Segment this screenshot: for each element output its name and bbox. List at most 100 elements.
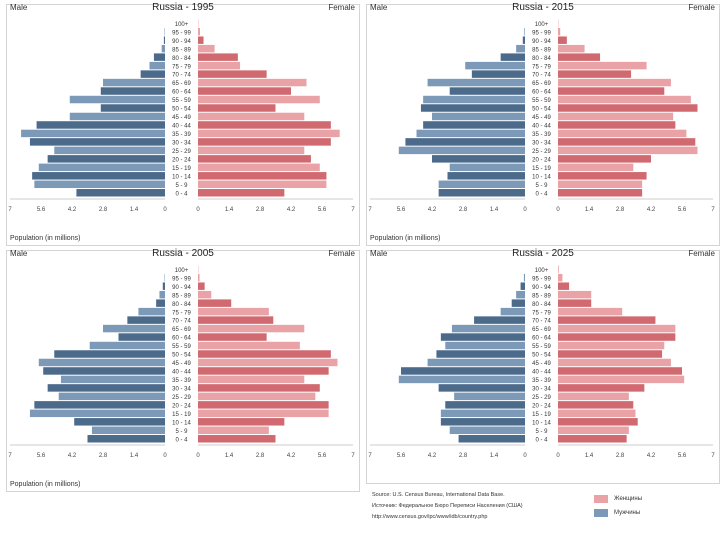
female-bar [558, 418, 638, 426]
age-group-label: 30 - 34 [532, 387, 551, 393]
male-bar [432, 112, 525, 121]
age-group-label: 70 - 74 [532, 73, 551, 79]
age-group-label: 30 - 34 [172, 141, 191, 147]
female-bar [198, 409, 329, 418]
female-bar [558, 367, 682, 375]
female-bar [558, 324, 676, 333]
x-tick-label: 7 [351, 453, 355, 459]
male-bar [398, 375, 525, 384]
female-bar [198, 324, 305, 333]
x-tick-label: 7 [711, 207, 715, 213]
male-bar [445, 401, 525, 409]
age-group-label: 15 - 19 [172, 412, 191, 418]
male-bar [58, 392, 165, 401]
female-bar [198, 299, 232, 307]
male-bar [34, 401, 165, 409]
pyramid-panel-2015: Russia - 2015 Male Female 100+ 95 - 99 90 … [366, 2, 720, 246]
source-line-ru: Источник: Федеральное Бюро Переписи Насе… [372, 503, 523, 509]
female-bar [198, 36, 204, 44]
age-group-label: 35 - 39 [532, 132, 551, 138]
age-group-label: 80 - 84 [172, 56, 191, 62]
legend-item-female: Женщины [594, 492, 642, 506]
age-group-label: 85 - 89 [172, 293, 191, 299]
x-tick-label: 0 [523, 453, 527, 459]
age-group-label: 20 - 24 [172, 157, 191, 163]
male-bar [416, 129, 525, 138]
female-bar [198, 392, 316, 401]
female-bar [198, 138, 331, 146]
male-bar [427, 358, 525, 367]
male-bar [118, 333, 165, 341]
age-group-label: 90 - 94 [532, 39, 551, 45]
pyramid-panel-1995: Russia - 1995 Male Female 100+ 95 - 99 90 … [6, 2, 360, 246]
female-bar [558, 44, 585, 53]
age-group-label: 0 - 4 [535, 437, 548, 443]
male-bar [127, 316, 165, 324]
male-bar [162, 282, 165, 290]
female-bar [558, 172, 647, 180]
age-group-label: 25 - 29 [172, 149, 191, 155]
male-label: Male [370, 249, 388, 258]
chart-title: Russia - 2005 [152, 248, 214, 259]
female-bar [558, 146, 698, 155]
female-bar [558, 299, 592, 307]
x-tick-label: 1.4 [225, 453, 234, 459]
chart-title: Russia - 2015 [512, 2, 574, 13]
male-bar [474, 316, 525, 324]
pyramid-svg: 100+ 95 - 99 90 - 94 85 - 89 80 - 84 75 - 79 7… [368, 265, 715, 459]
x-tick-label: 2.8 [459, 207, 468, 213]
male-bar [29, 138, 165, 146]
male-bar [32, 172, 166, 180]
male-bar [103, 78, 165, 87]
female-bar [558, 435, 627, 443]
female-bar [198, 44, 215, 53]
x-tick-label: 0 [196, 207, 200, 213]
male-bar [511, 299, 525, 307]
x-tick-label: 4.2 [647, 453, 656, 459]
male-bar [29, 409, 165, 418]
female-bar [198, 273, 200, 282]
x-tick-label: 2.8 [256, 207, 265, 213]
male-bar [156, 299, 165, 307]
male-bar [74, 418, 165, 426]
x-tick-label: 2.8 [99, 453, 108, 459]
age-group-label: 50 - 54 [172, 107, 191, 113]
x-tick-label: 2.8 [99, 207, 108, 213]
female-bar [558, 401, 634, 409]
male-bar [440, 418, 525, 426]
legend-item-male: Мужчины [594, 506, 642, 520]
female-bar [198, 61, 241, 70]
male-bar [38, 358, 165, 367]
male-bar [54, 146, 165, 155]
female-bar [558, 53, 601, 61]
age-group-label: 10 - 14 [172, 420, 191, 426]
age-group-label: 60 - 64 [532, 90, 551, 96]
age-group-label: 100+ [535, 268, 549, 274]
female-bar [558, 333, 676, 341]
age-group-label: 15 - 19 [172, 166, 191, 172]
age-group-label: 5 - 9 [175, 429, 188, 435]
age-group-label: 40 - 44 [532, 124, 551, 130]
female-bar [558, 290, 592, 299]
x-tick-label: 5.6 [318, 453, 327, 459]
male-bar [54, 350, 165, 358]
male-bar [516, 44, 525, 53]
footer: Source: U.S. Census Bureau, Internationa… [372, 490, 712, 538]
age-group-label: 80 - 84 [532, 56, 551, 62]
age-group-label: 60 - 64 [532, 336, 551, 342]
age-group-label: 95 - 99 [532, 30, 551, 36]
age-group-label: 85 - 89 [172, 47, 191, 53]
age-group-label: 75 - 79 [532, 310, 551, 316]
age-group-label: 55 - 59 [172, 344, 191, 350]
female-bar [558, 341, 665, 350]
pyramid-panel-2025: Russia - 2025 Male Female 100+ 95 - 99 90 … [366, 248, 720, 484]
female-bar [198, 95, 320, 104]
age-group-label: 85 - 89 [532, 293, 551, 299]
x-tick-label: 2.8 [616, 453, 625, 459]
male-bar [522, 36, 525, 44]
female-bar [198, 350, 331, 358]
x-tick-label: 1.4 [490, 453, 499, 459]
female-bar [558, 316, 656, 324]
male-bar [471, 70, 525, 78]
male-bar [451, 324, 525, 333]
